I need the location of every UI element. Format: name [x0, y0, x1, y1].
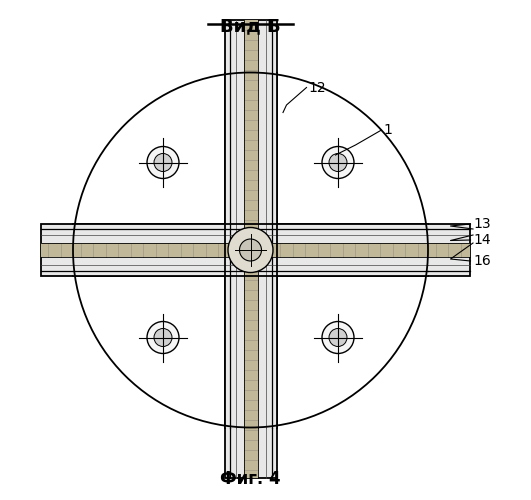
Circle shape: [154, 154, 172, 172]
Circle shape: [147, 146, 179, 178]
Bar: [73, 243, 428, 257]
Circle shape: [322, 146, 354, 178]
Circle shape: [73, 72, 428, 428]
Bar: [73, 224, 428, 276]
Bar: [225, 20, 277, 477]
Circle shape: [154, 328, 172, 346]
Text: Вид Б: Вид Б: [220, 18, 281, 36]
Bar: [40, 224, 470, 276]
Text: 14: 14: [473, 233, 491, 247]
Text: 1: 1: [383, 123, 392, 137]
Bar: [244, 72, 258, 428]
Bar: [244, 20, 258, 477]
Bar: [40, 243, 470, 257]
Text: 16: 16: [473, 254, 491, 268]
Circle shape: [329, 328, 347, 346]
Circle shape: [322, 322, 354, 354]
Text: 13: 13: [473, 217, 491, 231]
Text: 12: 12: [308, 80, 326, 94]
Text: Фиг. 4: Фиг. 4: [220, 470, 281, 488]
Circle shape: [228, 228, 273, 272]
Circle shape: [239, 239, 261, 261]
Circle shape: [329, 154, 347, 172]
Circle shape: [147, 322, 179, 354]
Bar: [225, 72, 277, 428]
